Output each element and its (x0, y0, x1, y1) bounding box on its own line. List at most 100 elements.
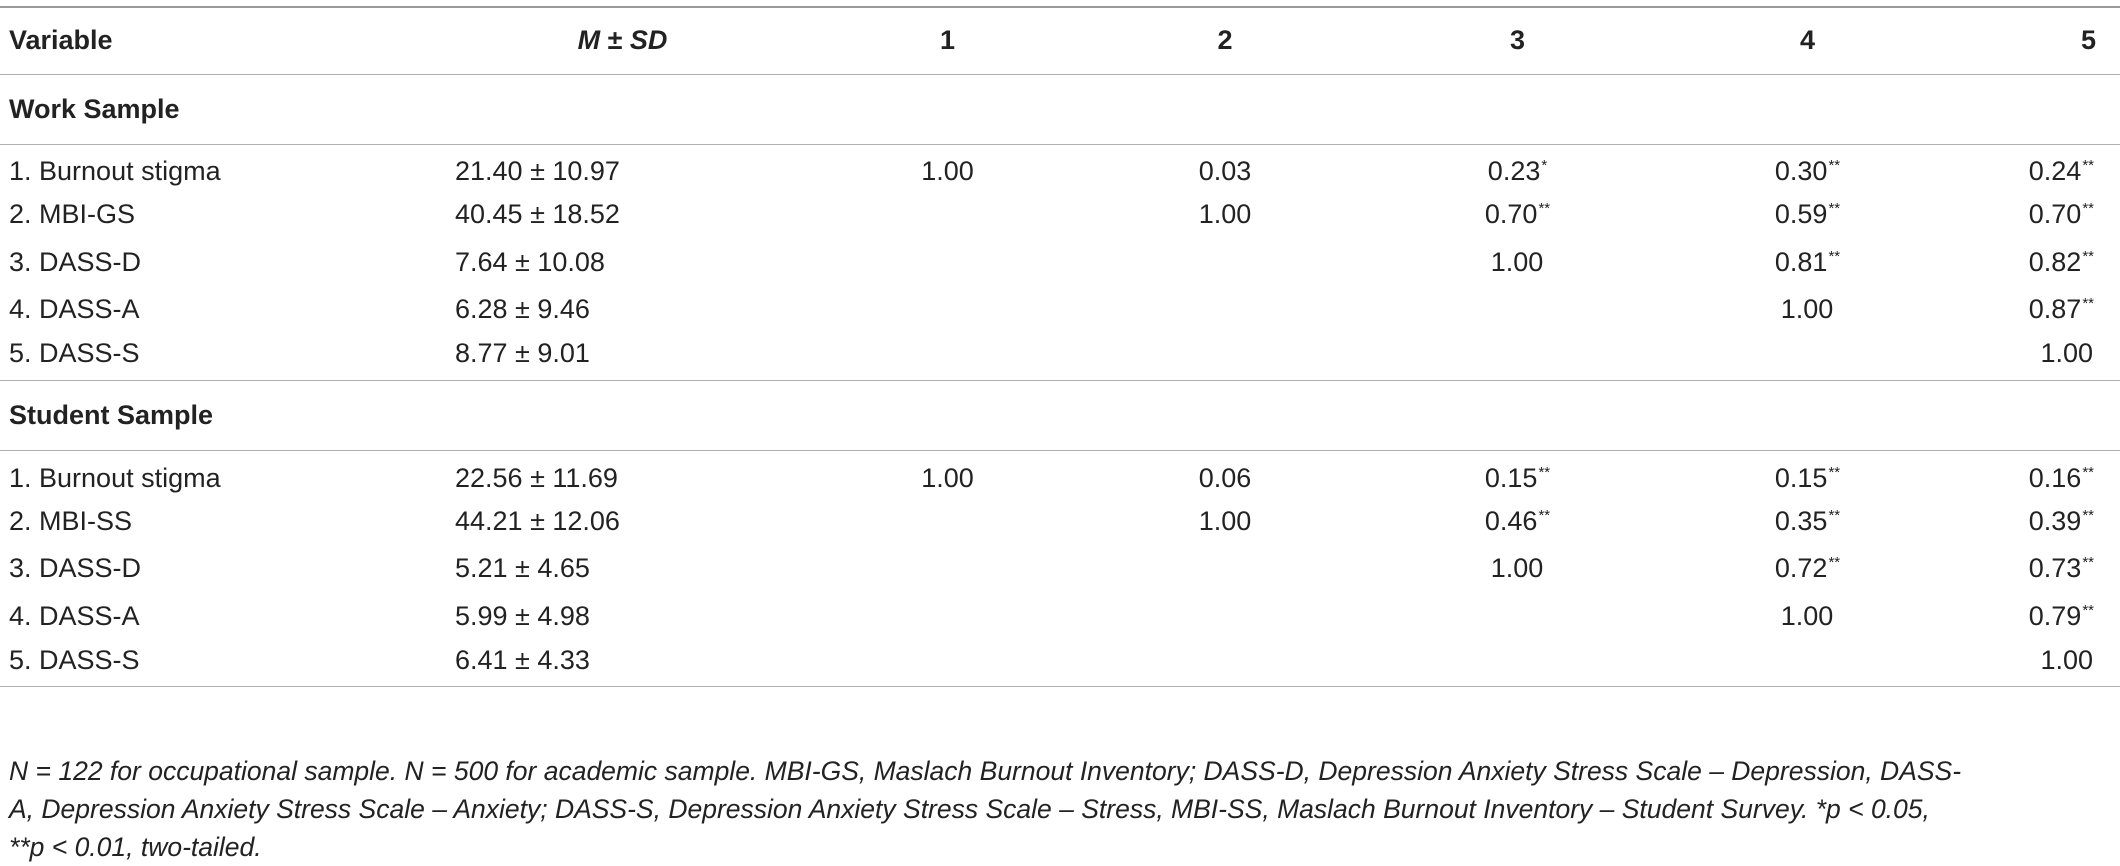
cell-corr-5: 0.24** (1950, 144, 2120, 191)
table-footnote: N = 122 for occupational sample. N = 500… (9, 752, 2109, 866)
cell-value: 0.46 (1484, 505, 1538, 536)
cell-corr-4: 0.30** (1665, 144, 1950, 191)
cell-corr-1: 1.00 (815, 450, 1080, 497)
cell-value: 0.16 (2028, 462, 2082, 493)
significance-marker: ** (1828, 463, 1841, 481)
cell-value: 1.00 (1780, 600, 1834, 631)
cell-corr-4: 0.72** (1665, 545, 1950, 592)
cell-corr-1: 1.00 (815, 144, 1080, 191)
significance-marker: ** (1828, 247, 1841, 265)
cell-value: 1.00 (2040, 644, 2093, 675)
cell-value: 1.00 (1490, 553, 1544, 584)
header-mean-sd: M ± SD (430, 8, 815, 75)
header-mean: M (577, 25, 601, 56)
table-top-rule (0, 6, 2120, 8)
cell-corr-4: 0.35** (1665, 498, 1950, 545)
significance-marker: ** (2082, 506, 2094, 524)
table-row: 2. MBI-GS 40.45 ± 18.52 1.00 0.70** 0.59** 0.… (0, 191, 2120, 238)
table-row: 5. DASS-S 8.77 ± 9.01 1.00 (0, 333, 2120, 381)
cell-corr-3 (1370, 639, 1665, 688)
section-row: Work Sample (0, 74, 2120, 145)
table-row: 3. DASS-D 5.21 ± 4.65 1.00 0.72** 0.73** (0, 545, 2120, 592)
cell-corr-5: 1.00 (1950, 639, 2120, 688)
cell-mean-sd: 22.56 ± 11.69 (455, 462, 618, 493)
cell-corr-2 (1080, 286, 1370, 333)
table-row: 5. DASS-S 6.41 ± 4.33 1.00 (0, 639, 2120, 688)
cell-corr-3: 0.23* (1370, 144, 1665, 191)
cell-value: 1.00 (2040, 338, 2093, 369)
cell-mean-sd: 40.45 ± 18.52 (455, 199, 620, 230)
cell-value: 0.81 (1774, 246, 1828, 277)
cell-value: 1.00 (921, 462, 974, 493)
cell-corr-2: 0.03 (1080, 144, 1370, 191)
significance-marker: ** (2082, 200, 2094, 218)
cell-variable: 5. DASS-S (0, 333, 430, 381)
table-row: 3. DASS-D 7.64 ± 10.08 1.00 0.81** 0.82** (0, 239, 2120, 286)
cell-mean-sd: 8.77 ± 9.01 (430, 333, 815, 381)
cell-value: 0.03 (1198, 156, 1252, 187)
table-row: 2. MBI-SS 44.21 ± 12.06 1.00 0.46** 0.35** 0.… (0, 498, 2120, 545)
header-col-4: 4 (1665, 8, 1950, 75)
footnote-line-1: N = 122 for occupational sample. N = 500… (9, 756, 1962, 786)
significance-marker: ** (1828, 554, 1841, 572)
cell-value: 1.00 (1490, 246, 1544, 277)
cell-corr-1 (815, 545, 1080, 592)
header-col-3: 3 (1370, 8, 1665, 75)
cell-corr-2 (1080, 545, 1370, 592)
cell-corr-5: 0.79** (1950, 592, 2120, 639)
cell-corr-2: 1.00 (1080, 498, 1370, 545)
significance-marker: ** (1538, 463, 1551, 481)
table-row: 4. DASS-A 6.28 ± 9.46 1.00 0.87** (0, 286, 2120, 333)
cell-corr-2: 1.00 (1080, 191, 1370, 238)
cell-corr-2 (1080, 592, 1370, 639)
cell-value: 0.23 (1487, 156, 1541, 187)
cell-variable: 5. DASS-S (0, 639, 430, 688)
cell-corr-1 (815, 191, 1080, 238)
cell-corr-3: 1.00 (1370, 545, 1665, 592)
cell-value: 0.15 (1484, 462, 1538, 493)
cell-value: 0.15 (1774, 462, 1828, 493)
header-plus-minus: ± (600, 25, 630, 56)
correlation-table: Variable M ± SD 1 2 3 4 5 Work Sample 1. … (0, 8, 2120, 688)
cell-variable: 2. MBI-GS (9, 199, 136, 230)
header-sd: SD (629, 25, 668, 56)
cell-corr-5: 0.39** (1950, 498, 2120, 545)
significance-marker: ** (2082, 295, 2094, 313)
cell-corr-5: 0.87** (1950, 286, 2120, 333)
cell-corr-4 (1665, 639, 1950, 688)
cell-value: 1.00 (1780, 294, 1834, 325)
cell-corr-2 (1080, 333, 1370, 381)
cell-corr-1 (815, 333, 1080, 381)
table-row: 1. Burnout stigma 21.40 ± 10.97 1.00 0.03 0.… (0, 144, 2120, 191)
cell-corr-4: 0.59** (1665, 191, 1950, 238)
cell-value: 0.70 (2028, 199, 2082, 230)
table-header: Variable M ± SD 1 2 3 4 5 (0, 8, 2120, 75)
cell-value: 0.35 (1774, 505, 1828, 536)
cell-variable: 4. DASS-A (9, 600, 140, 631)
cell-corr-4: 1.00 (1665, 592, 1950, 639)
cell-mean-sd: 44.21 ± 12.06 (455, 505, 620, 536)
cell-corr-3: 0.15** (1370, 450, 1665, 497)
cell-corr-4 (1665, 333, 1950, 381)
cell-corr-2 (1080, 639, 1370, 688)
cell-variable: 1. Burnout stigma (9, 156, 221, 187)
significance-marker: ** (1538, 506, 1551, 524)
section-title: Student Sample (0, 380, 2120, 451)
footnote-line-2: A, Depression Anxiety Stress Scale – Anx… (9, 794, 1930, 824)
cell-corr-1 (815, 498, 1080, 545)
header-col-2: 2 (1080, 8, 1370, 75)
cell-corr-1 (815, 639, 1080, 688)
table-row: 1. Burnout stigma 22.56 ± 11.69 1.00 0.06 0.… (0, 450, 2120, 497)
cell-variable: 3. DASS-D (9, 553, 142, 584)
cell-mean-sd: 6.28 ± 9.46 (455, 294, 590, 325)
cell-corr-5: 0.82** (1950, 239, 2120, 286)
cell-corr-5: 0.73** (1950, 545, 2120, 592)
cell-corr-4: 1.00 (1665, 286, 1950, 333)
header-variable: Variable (0, 8, 430, 75)
cell-value: 0.39 (2028, 505, 2082, 536)
cell-corr-1 (815, 286, 1080, 333)
cell-variable: 2. MBI-SS (9, 505, 133, 536)
cell-mean-sd: 5.21 ± 4.65 (455, 553, 590, 584)
significance-marker: ** (2082, 157, 2094, 175)
header-row: Variable M ± SD 1 2 3 4 5 (0, 8, 2120, 75)
